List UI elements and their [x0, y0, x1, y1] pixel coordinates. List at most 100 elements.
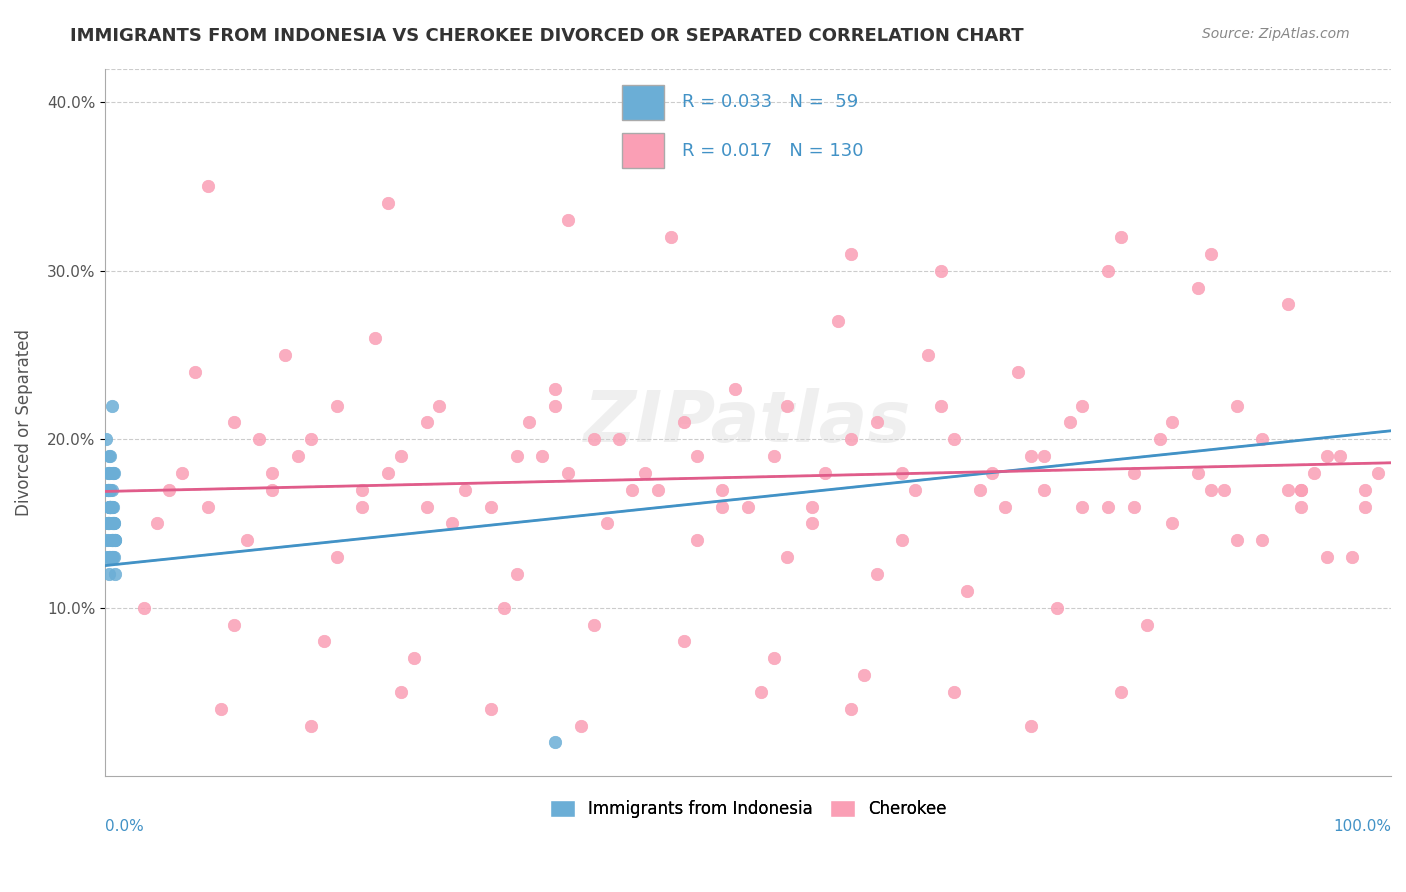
Point: [98, 550, 121, 565]
Point: [1289, 500, 1312, 514]
Point: [103, 550, 125, 565]
Point: [1251, 432, 1274, 446]
Point: [157, 483, 180, 497]
Point: [184, 365, 207, 379]
Point: [262, 466, 284, 480]
Point: [98, 500, 121, 514]
Point: [100, 500, 122, 514]
Point: [100, 516, 122, 531]
Point: [402, 651, 425, 665]
Point: [287, 449, 309, 463]
Point: [557, 213, 579, 227]
Point: [98, 500, 121, 514]
Point: [1226, 399, 1249, 413]
Point: [609, 432, 631, 446]
Point: [377, 196, 399, 211]
Point: [377, 466, 399, 480]
Point: [97, 483, 120, 497]
Point: [389, 685, 412, 699]
Point: [325, 550, 347, 565]
Point: [994, 500, 1017, 514]
Point: [454, 483, 477, 497]
Point: [98, 500, 121, 514]
Point: [505, 449, 527, 463]
Point: [904, 483, 927, 497]
Point: [98, 516, 121, 531]
Point: [96, 432, 118, 446]
Point: [724, 382, 747, 396]
Point: [98, 550, 121, 565]
Point: [634, 466, 657, 480]
Point: [222, 415, 245, 429]
Point: [145, 516, 167, 531]
Point: [104, 533, 127, 548]
Point: [1136, 617, 1159, 632]
Point: [711, 483, 734, 497]
Text: IMMIGRANTS FROM INDONESIA VS CHEROKEE DIVORCED OR SEPARATED CORRELATION CHART: IMMIGRANTS FROM INDONESIA VS CHEROKEE DI…: [70, 27, 1024, 45]
Point: [1122, 500, 1144, 514]
Point: [104, 533, 127, 548]
Point: [172, 466, 194, 480]
Point: [101, 533, 124, 548]
Point: [352, 483, 374, 497]
Point: [98, 500, 121, 514]
Point: [685, 533, 707, 548]
Point: [749, 685, 772, 699]
Point: [1199, 247, 1222, 261]
Point: [582, 432, 605, 446]
Point: [1316, 449, 1339, 463]
Legend: Immigrants from Indonesia, Cherokee: Immigrants from Indonesia, Cherokee: [543, 793, 953, 824]
Point: [1161, 516, 1184, 531]
Point: [544, 399, 567, 413]
Point: [1032, 483, 1054, 497]
Point: [441, 516, 464, 531]
Point: [100, 399, 122, 413]
Point: [1071, 500, 1094, 514]
Point: [531, 449, 554, 463]
Point: [104, 533, 127, 548]
Point: [569, 718, 592, 732]
Point: [262, 483, 284, 497]
Point: [1289, 483, 1312, 497]
Point: [1354, 483, 1376, 497]
Point: [96, 550, 118, 565]
Point: [544, 735, 567, 749]
Point: [1149, 432, 1171, 446]
Point: [866, 566, 889, 581]
Point: [866, 415, 889, 429]
Point: [352, 500, 374, 514]
Point: [98, 483, 121, 497]
Point: [98, 449, 121, 463]
Point: [479, 702, 502, 716]
Point: [96, 533, 118, 548]
Point: [97, 516, 120, 531]
Point: [942, 685, 965, 699]
Point: [1161, 415, 1184, 429]
Point: [97, 483, 120, 497]
Point: [672, 634, 695, 648]
FancyBboxPatch shape: [623, 86, 665, 120]
Point: [1097, 263, 1119, 277]
Point: [1122, 466, 1144, 480]
Y-axis label: Divorced or Separated: Divorced or Separated: [15, 329, 32, 516]
Point: [98, 500, 121, 514]
Text: 0.0%: 0.0%: [105, 819, 143, 834]
Point: [492, 600, 515, 615]
Point: [839, 702, 862, 716]
Point: [1251, 533, 1274, 548]
Point: [209, 702, 232, 716]
Point: [98, 466, 121, 480]
Point: [97, 483, 120, 497]
Point: [429, 399, 451, 413]
Text: ZIPatlas: ZIPatlas: [585, 388, 911, 457]
Point: [98, 516, 121, 531]
Text: Source: ZipAtlas.com: Source: ZipAtlas.com: [1202, 27, 1350, 41]
Point: [299, 432, 322, 446]
Point: [274, 348, 297, 362]
Point: [839, 247, 862, 261]
Point: [801, 500, 824, 514]
Point: [801, 516, 824, 531]
Point: [101, 466, 124, 480]
Point: [103, 516, 125, 531]
Point: [775, 399, 797, 413]
